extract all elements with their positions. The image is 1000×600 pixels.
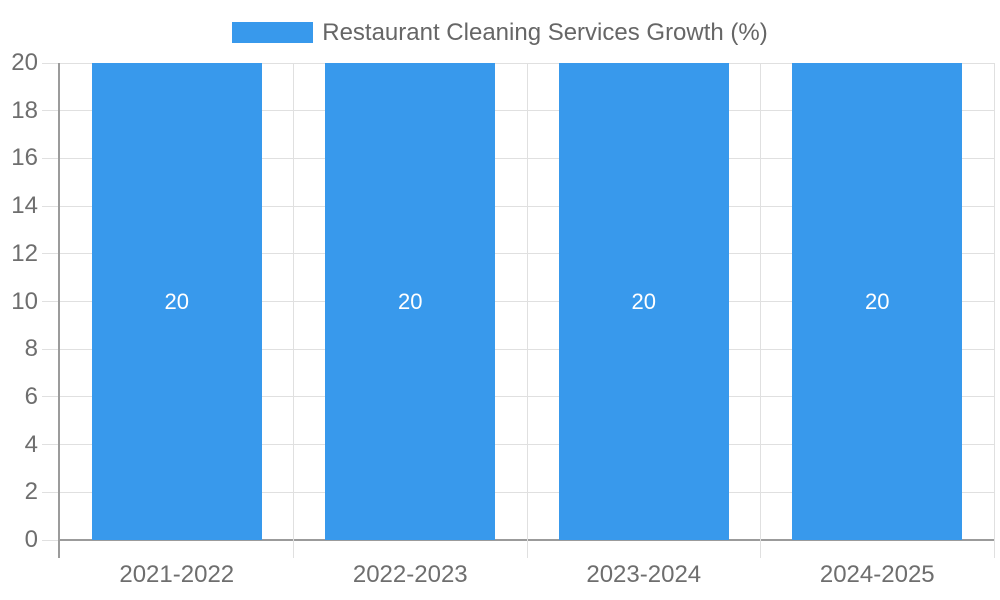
chart-legend[interactable]: Restaurant Cleaning Services Growth (%): [0, 19, 1000, 46]
gridline-h: [42, 110, 994, 112]
gridline-h: [42, 253, 994, 255]
y-tick-label: 16: [11, 144, 38, 172]
gridline-h: [42, 62, 994, 64]
bar-value-label: 20: [865, 288, 890, 314]
y-tick-label: 4: [24, 430, 38, 458]
gridline-h: [42, 444, 994, 446]
x-tick-label: 2021-2022: [119, 561, 235, 588]
bar-value-label: 20: [631, 288, 656, 314]
gridline-v: [526, 63, 528, 558]
x-tick-label: 2022-2023: [352, 561, 468, 588]
y-tick-label: 2: [24, 478, 38, 506]
bar: [792, 63, 963, 540]
bar: [325, 63, 496, 540]
y-tick-label: 20: [11, 49, 38, 76]
x-axis-line: [58, 539, 994, 541]
bar-value-label: 20: [398, 288, 423, 314]
y-tick-label: 10: [11, 287, 38, 315]
x-tick-label: 2024-2025: [819, 561, 935, 588]
x-axis-tick: [42, 539, 60, 541]
x-tick-label: 2023-2024: [586, 561, 702, 588]
bar: [91, 63, 262, 540]
gridline-h: [42, 301, 994, 302]
gridline-v: [993, 63, 995, 558]
gridline-h: [42, 396, 994, 398]
bar: [558, 63, 729, 540]
legend-swatch: [232, 22, 314, 43]
gridline-h: [42, 157, 994, 159]
gridline-v: [760, 63, 761, 558]
gridline-v: [293, 63, 294, 558]
y-tick-label: 18: [11, 96, 38, 124]
gridline-h: [42, 205, 994, 207]
y-tick-label: 0: [24, 526, 38, 553]
y-tick-label: 14: [11, 192, 38, 220]
gridline-h: [42, 348, 994, 350]
y-axis-line: [58, 63, 60, 558]
y-tick-label: 8: [24, 335, 38, 363]
y-tick-label: 6: [24, 382, 38, 410]
bar-value-label: 20: [164, 288, 189, 314]
legend-label: Restaurant Cleaning Services Growth (%): [322, 18, 768, 46]
gridline-h: [42, 491, 994, 493]
y-tick-label: 12: [11, 239, 38, 267]
